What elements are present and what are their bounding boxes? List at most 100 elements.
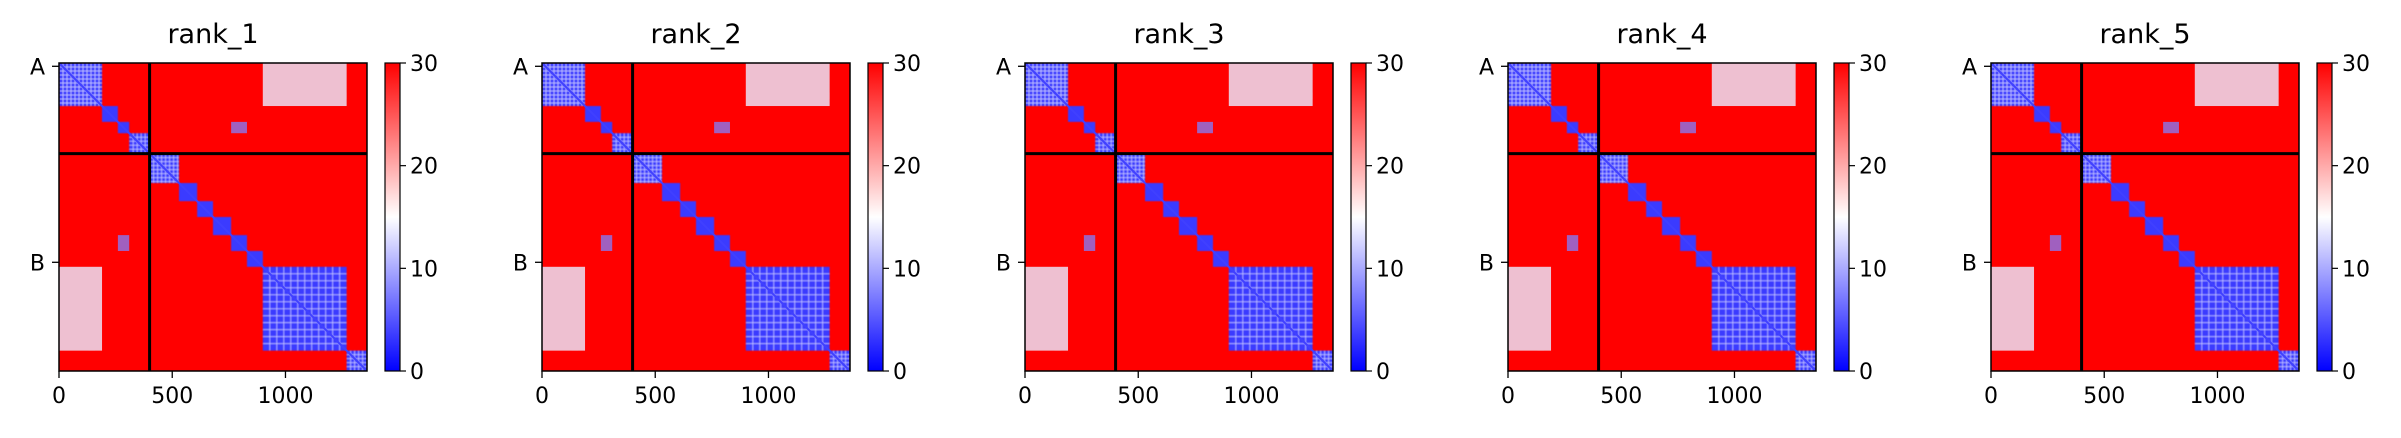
contact-patch-3 <box>117 235 130 251</box>
heatmap-panel-5: rank_5 0 500 1000 A B 0 10 20 30 <box>1962 19 2370 409</box>
contact-patch-1 <box>745 63 830 107</box>
colorbar-tick-label: 20 <box>410 155 438 180</box>
colorbar: 0 10 20 30 <box>867 52 921 385</box>
heatmap-panel-4: rank_4 0 500 1000 A B 0 10 20 30 <box>1479 19 1887 409</box>
x-tick-label: 0 <box>1501 384 1515 409</box>
colorbar-frame <box>384 62 401 372</box>
x-tick-label: 500 <box>1600 384 1642 409</box>
colorbar-frame <box>867 62 884 372</box>
contact-patch-3 <box>2049 235 2062 251</box>
chart-title: rank_2 <box>650 19 741 50</box>
colorbar-tick-label: 30 <box>1859 52 1887 77</box>
chart-title: rank_3 <box>1133 19 1224 50</box>
y-tick-label: B <box>1962 251 1977 276</box>
colorbar-tick-label: 0 <box>1376 360 1390 385</box>
colorbar: 0 10 20 30 <box>2316 52 2370 385</box>
heatmap-panel-3: rank_3 0 500 1000 A B 0 10 20 30 <box>996 19 1404 409</box>
x-tick-label: 500 <box>634 384 676 409</box>
contact-patch-3 <box>1566 235 1579 251</box>
contact-patch-3 <box>1083 235 1096 251</box>
heatmap-panel-1: rank_1 0 500 1000 A B 0 10 20 30 <box>30 19 438 409</box>
heatmap-image <box>1991 63 2299 371</box>
colorbar-frame <box>1833 62 1850 372</box>
heatmap-panel-2: rank_2 0 500 1000 A B 0 10 20 30 <box>513 19 921 409</box>
colorbar-tick-label: 0 <box>2342 360 2356 385</box>
plot-frame <box>1024 62 1334 372</box>
plot-frame <box>1990 62 2300 372</box>
colorbar-gradient <box>385 63 400 371</box>
x-tick-label: 1000 <box>257 384 313 409</box>
y-tick-label: A <box>996 55 1011 80</box>
colorbar-tick-label: 20 <box>2342 155 2370 180</box>
diagonal-line <box>1508 63 1816 371</box>
heatmap-image <box>1025 63 1333 371</box>
colorbar-tick-label: 30 <box>1376 52 1404 77</box>
contact-patch-1 <box>262 63 347 107</box>
colorbar-gradient <box>1834 63 1849 371</box>
colorbar-tick-label: 10 <box>893 257 921 282</box>
contact-patch-0 <box>59 266 103 351</box>
diagonal-line <box>1991 63 2299 371</box>
x-tick-label: 1000 <box>1223 384 1279 409</box>
x-tick-label: 1000 <box>2189 384 2245 409</box>
colorbar-tick-label: 10 <box>2342 257 2370 282</box>
chart-title: rank_4 <box>1616 19 1707 50</box>
colorbar-gradient <box>2317 63 2332 371</box>
y-tick-label: B <box>513 251 528 276</box>
contact-patch-0 <box>542 266 586 351</box>
x-tick-label: 500 <box>2083 384 2125 409</box>
plot-frame <box>1507 62 1817 372</box>
heatmap-image <box>59 63 367 371</box>
contact-patch-0 <box>1508 266 1552 351</box>
contact-patch-1 <box>1711 63 1796 107</box>
plot-frame <box>58 62 368 372</box>
contact-patch-2 <box>1680 121 1696 134</box>
y-tick-label: A <box>513 55 528 80</box>
colorbar-tick-label: 0 <box>410 360 424 385</box>
x-tick-label: 0 <box>535 384 549 409</box>
contact-patch-0 <box>1025 266 1069 351</box>
colorbar-gradient <box>1351 63 1366 371</box>
colorbar-tick-label: 20 <box>1376 155 1404 180</box>
contact-patch-2 <box>2163 121 2179 134</box>
y-tick-label: A <box>1479 55 1494 80</box>
colorbar-tick-label: 0 <box>893 360 907 385</box>
diagonal-line <box>1025 63 1333 371</box>
heatmap-image <box>542 63 850 371</box>
y-tick-label: A <box>1962 55 1977 80</box>
x-tick-label: 0 <box>52 384 66 409</box>
contact-patch-1 <box>1228 63 1313 107</box>
heatmap-image <box>1508 63 1816 371</box>
diagonal-line <box>59 63 367 371</box>
x-tick-label: 1000 <box>1706 384 1762 409</box>
colorbar: 0 10 20 30 <box>384 52 438 385</box>
colorbar-tick-label: 30 <box>893 52 921 77</box>
x-tick-label: 0 <box>1018 384 1032 409</box>
y-tick-label: A <box>30 55 45 80</box>
contact-patch-2 <box>231 121 247 134</box>
colorbar-tick-label: 30 <box>2342 52 2370 77</box>
x-tick-label: 0 <box>1984 384 1998 409</box>
colorbar: 0 10 20 30 <box>1833 52 1887 385</box>
colorbar-tick-label: 0 <box>1859 360 1873 385</box>
colorbar-tick-label: 10 <box>1376 257 1404 282</box>
contact-patch-2 <box>1197 121 1213 134</box>
chart-title: rank_5 <box>2099 19 2190 50</box>
colorbar: 0 10 20 30 <box>1350 52 1404 385</box>
colorbar-frame <box>1350 62 1367 372</box>
colorbar-tick-label: 20 <box>1859 155 1887 180</box>
colorbar-tick-label: 30 <box>410 52 438 77</box>
y-tick-label: B <box>996 251 1011 276</box>
y-tick-label: B <box>30 251 45 276</box>
colorbar-tick-label: 20 <box>893 155 921 180</box>
y-tick-label: B <box>1479 251 1494 276</box>
contact-patch-1 <box>2194 63 2279 107</box>
contact-patch-3 <box>600 235 613 251</box>
plot-frame <box>541 62 851 372</box>
colorbar-tick-label: 10 <box>1859 257 1887 282</box>
contact-patch-2 <box>714 121 730 134</box>
colorbar-tick-label: 10 <box>410 257 438 282</box>
x-tick-label: 500 <box>1117 384 1159 409</box>
